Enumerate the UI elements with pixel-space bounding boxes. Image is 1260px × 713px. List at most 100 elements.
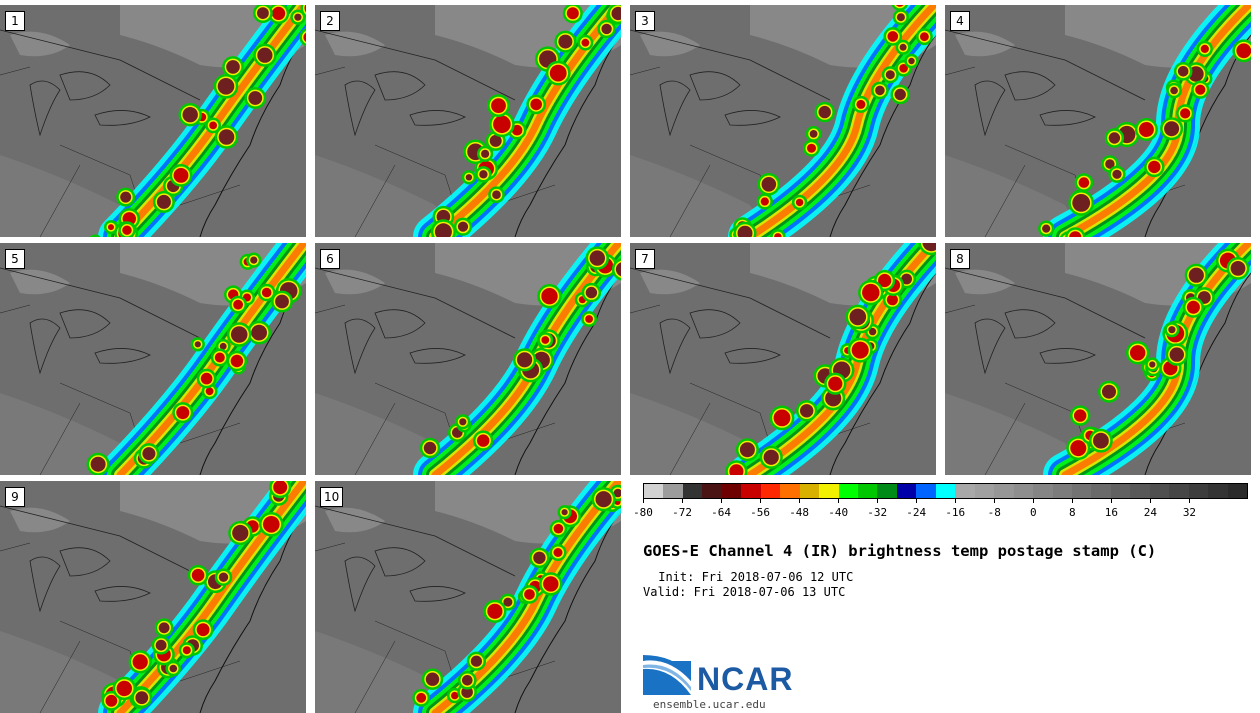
colorbar-tick-label: -40: [828, 506, 848, 519]
satellite-ir-map: [0, 5, 306, 237]
ensemble-member-panel: 6: [315, 243, 621, 475]
ncar-logo-mark: [643, 655, 693, 695]
ensemble-member-panel: 2: [315, 5, 621, 237]
colorbar-tick: [994, 498, 995, 503]
colorbar-swatch: [1033, 484, 1052, 498]
colorbar-tick: [1111, 498, 1112, 503]
colorbar-tick: [1150, 498, 1151, 503]
colorbar-tick: [838, 498, 839, 503]
member-number-label: 5: [5, 249, 25, 269]
colorbar-swatch: [1169, 484, 1188, 498]
satellite-ir-map: [0, 243, 306, 475]
ensemble-member-panel: 7: [630, 243, 936, 475]
ensemble-member-panel: 4: [945, 5, 1251, 237]
colorbar-tick-label: 16: [1105, 506, 1118, 519]
site-url: ensemble.ucar.edu: [653, 698, 766, 711]
ensemble-member-panel: 3: [630, 5, 936, 237]
colorbar-swatch: [761, 484, 780, 498]
member-number-label: 3: [635, 11, 655, 31]
colorbar-swatch: [1189, 484, 1208, 498]
colorbar-swatch: [663, 484, 682, 498]
colorbar-tick: [877, 498, 878, 503]
colorbar-swatch: [722, 484, 741, 498]
colorbar-swatch: [955, 484, 974, 498]
colorbar-tick-label: -32: [867, 506, 887, 519]
satellite-ir-map: [630, 5, 936, 237]
colorbar-tick: [955, 498, 956, 503]
colorbar-swatch: [683, 484, 702, 498]
colorbar-swatch: [858, 484, 877, 498]
colorbar-swatches: [643, 483, 1248, 499]
colorbar-tick-label: 32: [1183, 506, 1196, 519]
satellite-ir-map: [0, 481, 306, 713]
colorbar-tick: [760, 498, 761, 503]
colorbar-tick: [1033, 498, 1034, 503]
colorbar-swatch: [1091, 484, 1110, 498]
colorbar-tick-label: 24: [1144, 506, 1157, 519]
colorbar-swatch: [936, 484, 955, 498]
colorbar-tick-label: -16: [945, 506, 965, 519]
colorbar-swatch: [994, 484, 1013, 498]
member-number-label: 7: [635, 249, 655, 269]
colorbar-swatch: [916, 484, 935, 498]
colorbar-swatch: [975, 484, 994, 498]
colorbar-tick: [916, 498, 917, 503]
satellite-ir-map: [315, 5, 621, 237]
satellite-ir-map: [630, 243, 936, 475]
ensemble-member-panel: 5: [0, 243, 306, 475]
colorbar-tick-label: -24: [906, 506, 926, 519]
ncar-logo: NCAR: [643, 655, 793, 697]
colorbar-swatch: [839, 484, 858, 498]
colorbar-swatch: [702, 484, 721, 498]
ensemble-member-panel: 10: [315, 481, 621, 713]
colorbar-swatch: [741, 484, 760, 498]
member-number-label: 9: [5, 487, 25, 507]
colorbar-swatch: [819, 484, 838, 498]
colorbar-swatch: [1053, 484, 1072, 498]
colorbar-tick: [799, 498, 800, 503]
ensemble-member-panel: 1: [0, 5, 306, 237]
colorbar-tick: [721, 498, 722, 503]
colorbar-swatch: [1111, 484, 1130, 498]
satellite-ir-map: [315, 481, 621, 713]
colorbar-swatch: [1014, 484, 1033, 498]
member-number-label: 8: [950, 249, 970, 269]
ncar-logo-text: NCAR: [697, 661, 793, 698]
colorbar-tick: [1189, 498, 1190, 503]
colorbar-swatch: [1228, 484, 1247, 498]
colorbar-swatch: [800, 484, 819, 498]
satellite-ir-map: [945, 243, 1251, 475]
colorbar-tick-label: -64: [711, 506, 731, 519]
satellite-ir-map: [945, 5, 1251, 237]
colorbar-swatch: [1072, 484, 1091, 498]
colorbar-swatch: [1208, 484, 1227, 498]
colorbar-tick: [643, 498, 644, 503]
member-number-label: 1: [5, 11, 25, 31]
colorbar-swatch: [877, 484, 896, 498]
colorbar-tick: [1072, 498, 1073, 503]
valid-time: Valid: Fri 2018-07-06 13 UTC: [643, 585, 845, 599]
member-number-label: 6: [320, 249, 340, 269]
colorbar-tick-label: -72: [672, 506, 692, 519]
ensemble-member-panel: 9: [0, 481, 306, 713]
colorbar-tick-label: 0: [1030, 506, 1037, 519]
colorbar-tick-label: -80: [633, 506, 653, 519]
colorbar-tick-label: 8: [1069, 506, 1076, 519]
colorbar-tick-label: -8: [988, 506, 1001, 519]
colorbar-swatch: [897, 484, 916, 498]
colorbar-swatch: [644, 484, 663, 498]
page-title: GOES-E Channel 4 (IR) brightness temp po…: [643, 542, 1156, 560]
colorbar-swatch: [1130, 484, 1149, 498]
member-number-label: 2: [320, 11, 340, 31]
ensemble-member-panel: 8: [945, 243, 1251, 475]
colorbar-swatch: [1150, 484, 1169, 498]
colorbar-swatch: [780, 484, 799, 498]
colorbar-tick-label: -48: [789, 506, 809, 519]
satellite-ir-map: [315, 243, 621, 475]
colorbar-tick: [682, 498, 683, 503]
member-number-label: 10: [320, 487, 343, 507]
colorbar-tick-label: -56: [750, 506, 770, 519]
init-time: Init: Fri 2018-07-06 12 UTC: [651, 570, 853, 584]
